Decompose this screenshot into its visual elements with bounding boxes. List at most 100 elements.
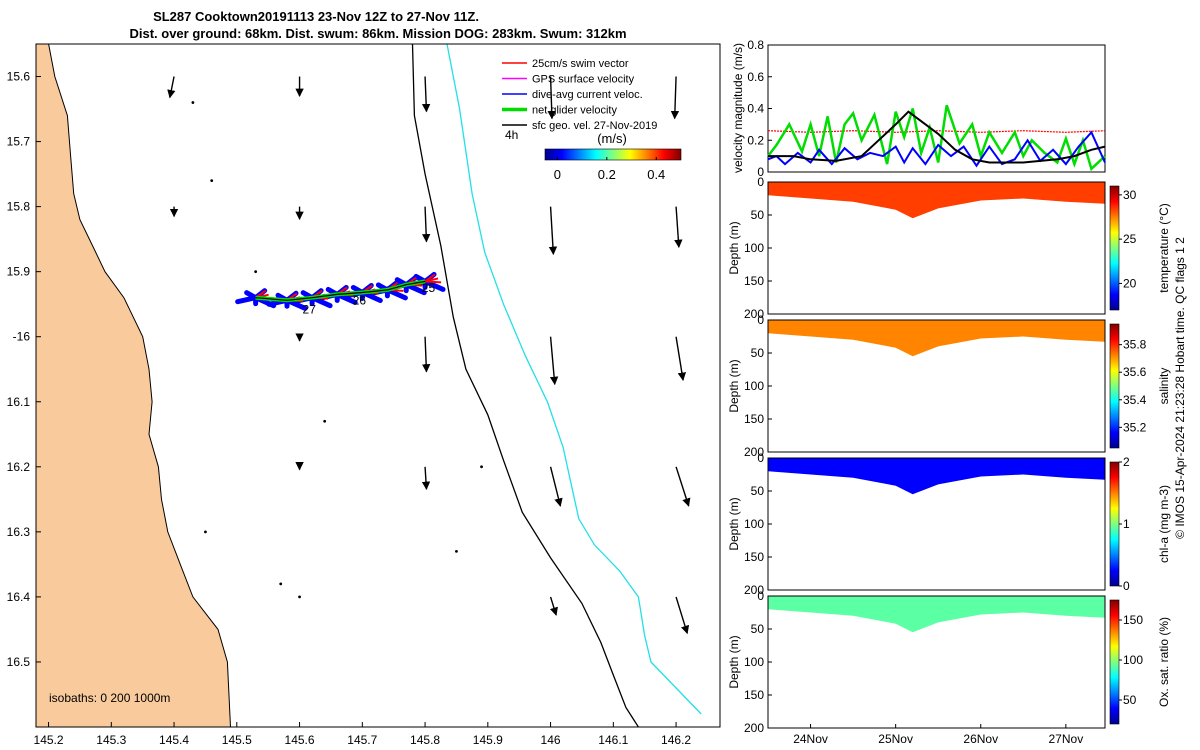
island [254,270,258,274]
glider-track-line [255,280,426,301]
map-x-tick-label: 146 [541,733,561,747]
colorbar-label: chl-a (mg m-3) [1157,485,1171,563]
section-colorbar [1109,599,1120,725]
velocity-y-tick-label: 0.2 [747,133,764,147]
geo-vector-arrow [421,336,431,373]
map-y-tick-label: 15.6 [7,70,31,84]
island [204,530,207,534]
velocity-y-tick-label: 0 [757,165,764,179]
time-axis: 24Nov 25Nov 26Nov 27Nov [793,724,1083,746]
section-y-tick-label: 150 [744,274,764,288]
map-x-tick-label: 145.3 [96,733,126,747]
day-label: 26 [353,293,367,307]
island [455,549,458,553]
surface-geostrophic-vectors [167,76,691,635]
glider-track-group: 25 26 27 [235,271,446,316]
velocity-y-ticks: 0 0.2 0.4 0.6 0.8 [747,38,772,179]
geo-vector-arrow [548,206,558,256]
section-y-tick-label: 150 [744,688,764,702]
colorbar-tick-label: 0.4 [647,167,665,182]
section-y-tick-label: 100 [744,241,764,255]
map-x-ticks: 145.2 145.3 145.4 145.5 145.6 145.7 145.8 145.9… [34,722,691,747]
section-y-tick-label: 100 [744,655,764,669]
island [210,179,214,183]
colorbar-tick-label: 1 [1123,517,1130,531]
colorbar-tick-label: 0.2 [598,167,616,182]
colorbar-label: temperature (°C) [1157,203,1171,293]
day-label: 25 [422,281,436,295]
island [480,465,483,469]
legend-entry: sfc geo. vel. 27-Nov-2019 [532,120,657,132]
speed-colorbar-label: (m/s) [597,131,627,146]
geo-vector-arrow [675,336,687,381]
credit-text: © IMOS 15-Apr-2024 21:23:28 Hobart time.… [1173,237,1187,539]
colorbar-tick-label: 35.6 [1123,365,1147,379]
map-y-tick-label: 15.9 [7,265,31,279]
velocity-series [767,104,1106,172]
map-x-tick-label: 145.6 [285,733,315,747]
section-data-temperature [768,182,1105,219]
section-y-tick-label: 100 [744,517,764,531]
colorbar-tick-label: 150 [1123,613,1143,627]
chart-title: SL287 Cooktown20191113 23-Nov 12Z to 27-… [153,9,479,24]
colorbar-tick-label: 30 [1123,188,1137,202]
current-vector [384,287,408,301]
velocity-y-tick-label: 0.6 [747,70,764,84]
map-x-tick-label: 145.9 [473,733,503,747]
geo-vector-arrow [670,76,680,120]
colorbar-tick-label: 20 [1123,276,1137,290]
legend-entry: GPS surface velocity [532,74,635,86]
section-y-tick-label: 0 [757,451,764,465]
geo-vector-arrow [549,466,563,507]
geo-vector-arrow [547,76,556,120]
time-tick-label: 25Nov [878,732,913,746]
geo-vector-arrow [675,596,690,635]
section-y-tick-label: 0 [757,175,764,189]
colorbar-tick-label: 35.8 [1123,338,1147,352]
section-colorbar [1109,185,1120,311]
velocity-y-tick-label: 0.4 [747,102,764,116]
colorbar-tick-label: 35.2 [1123,420,1147,434]
section-panel-chl-a: 0 50 100 150 200 Depth (m) 0 1 2 chl-a (mg m-3) [727,451,1171,597]
speed-colorbar [544,148,682,161]
map-x-tick-label: 145.5 [222,733,252,747]
map-x-tick-label: 146.1 [598,733,628,747]
section-panel-salinity: 0 50 100 150 200 Depth (m) 35.2 35.4 35.6 35.8 sal… [727,313,1171,459]
section-colorbar [1109,461,1120,587]
section-y-tick-label: 200 [744,307,764,321]
geo-vector-arrow [674,206,683,249]
geo-vector-arrow [549,596,558,616]
section-y-tick-label: 150 [744,550,764,564]
map-frame [35,43,721,728]
legend-entry: 25cm/s swim vector [532,58,629,70]
section-ylabel: Depth (m) [727,497,741,550]
map-x-tick-label: 146.2 [661,733,691,747]
legend-note: 4h [505,128,518,142]
section-y-tick-label: 200 [744,445,764,459]
series-line-current [767,130,1106,168]
map-x-tick-label: 145.2 [34,733,64,747]
legend-entry: net glider velocity [532,105,617,117]
colorbar-tick-label: 100 [1123,653,1143,667]
section-data-chl-a [768,458,1105,495]
colorbar-tick-label: 2 [1123,455,1130,469]
island [298,595,301,599]
geo-vector-arrow [421,206,431,243]
map-y-tick-label: 16.3 [7,525,31,539]
map-x-tick-label: 145.7 [347,733,377,747]
colorbar-tick-label: 35.4 [1123,393,1147,407]
map-y-tick-label: 15.7 [7,135,31,149]
map-y-tick-label: 15.8 [7,200,31,214]
current-vector [422,278,446,292]
map-x-tick-label: 145.4 [159,733,189,747]
island [323,419,327,423]
time-tick-label: 26Nov [963,732,998,746]
isobath-1000m [446,44,702,715]
time-tick-label: 27Nov [1049,732,1084,746]
section-y-tick-label: 0 [757,589,764,603]
map-y-tick-label: 16.4 [7,590,31,604]
geo-vector-arrow [675,466,691,507]
day-label: 27 [303,302,317,316]
